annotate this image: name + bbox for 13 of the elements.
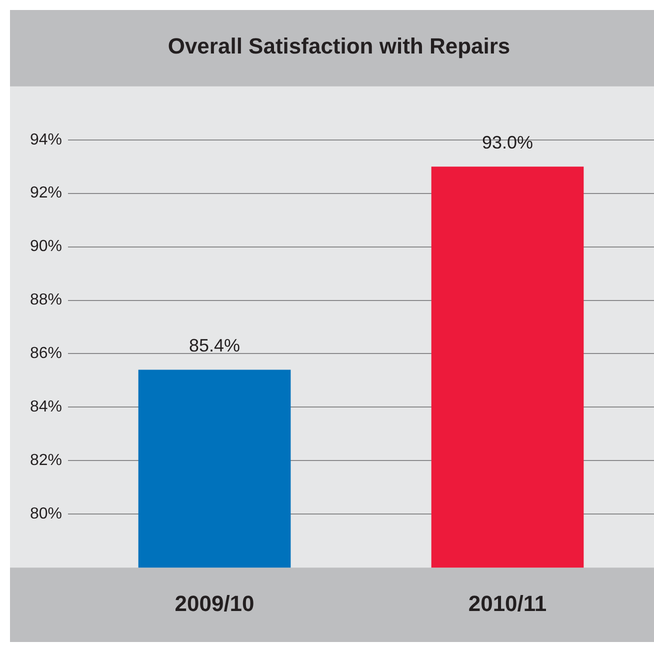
x-tick-label: 2009/10 bbox=[174, 590, 254, 616]
y-tick-label: 80% bbox=[30, 506, 62, 523]
y-tick-label: 82% bbox=[30, 452, 62, 470]
data-label: 93.0% bbox=[482, 132, 534, 153]
y-tick-label: 90% bbox=[30, 238, 62, 256]
chart-title: Overall Satisfaction with Repairs bbox=[168, 33, 510, 58]
y-tick-label: 88% bbox=[30, 292, 62, 309]
y-tick-label: 92% bbox=[30, 184, 62, 202]
y-tick-label: 94% bbox=[30, 131, 62, 148]
y-tick-label: 86% bbox=[30, 345, 62, 362]
data-label: 85.4% bbox=[188, 336, 240, 356]
x-tick-label: 2010/11 bbox=[468, 590, 547, 616]
y-tick-label: 84% bbox=[30, 398, 62, 416]
